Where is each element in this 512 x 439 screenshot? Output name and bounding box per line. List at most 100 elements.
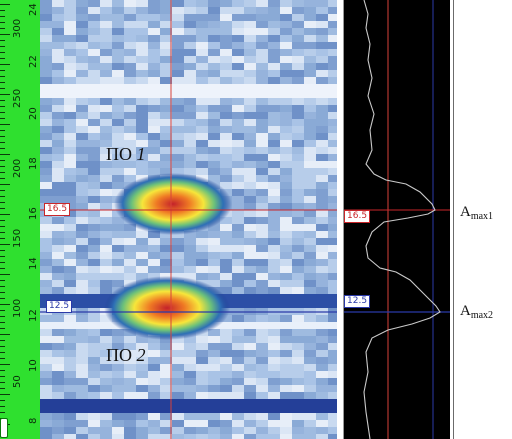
ruler-minor-label: 22	[28, 55, 39, 68]
ruler-tick	[0, 160, 5, 161]
ruler-tick	[0, 40, 5, 41]
scroll-handle-icon[interactable]	[0, 418, 8, 438]
ruler-tick	[0, 382, 5, 383]
ruler-major-label: 50	[12, 375, 23, 388]
ruler-tick	[0, 334, 10, 335]
ruler-minor-label: 20	[28, 107, 39, 120]
ruler-major-label: 200	[12, 158, 23, 178]
ruler-tick	[0, 256, 5, 257]
ruler-tick	[0, 268, 5, 269]
zone1-indication	[114, 173, 232, 235]
ruler-tick	[0, 46, 5, 47]
ruler-tick	[0, 154, 10, 155]
ruler-tick	[0, 16, 5, 17]
ruler-tick	[0, 322, 5, 323]
ruler-tick	[0, 250, 5, 251]
depth-ruler[interactable]: 300 250 200 150 100 50 24 22 20 18 16 14 12 10 8	[0, 0, 40, 439]
ruler-tick	[0, 340, 5, 341]
ruler-tick	[0, 106, 5, 107]
ruler-tick	[0, 358, 5, 359]
zone1-number: 1	[136, 144, 146, 164]
ruler-tick	[0, 64, 10, 65]
level2-label: 12.5	[46, 300, 73, 313]
ruler-tick	[0, 76, 5, 77]
ruler-tick	[0, 292, 5, 293]
ruler-tick	[0, 412, 5, 413]
ruler-tick	[0, 346, 5, 347]
ruler-major-label: 150	[12, 228, 23, 248]
ruler-minor-label: 10	[28, 359, 39, 372]
ruler-tick	[0, 172, 5, 173]
ruler-tick	[0, 310, 5, 311]
ruler-tick	[0, 388, 5, 389]
ruler-tick	[0, 298, 5, 299]
amax1-base: A	[460, 204, 471, 220]
amax2-sub: max2	[470, 310, 494, 321]
ruler-tick	[0, 88, 5, 89]
ruler-minor-label: 8	[28, 417, 39, 424]
panel-separator	[337, 0, 343, 439]
bscan-canvas	[40, 0, 337, 439]
ruler-tick	[0, 352, 5, 353]
amax1-sub: max1	[470, 211, 494, 222]
ruler-tick	[0, 286, 5, 287]
profile-level2-label: 12.5	[344, 295, 371, 308]
ruler-major-label: 100	[12, 298, 23, 318]
ruler-tick	[0, 238, 5, 239]
ruler-tick	[0, 208, 5, 209]
amplitude-trace	[363, 0, 441, 439]
ruler-tick	[0, 262, 5, 263]
ruler-tick	[0, 364, 10, 365]
ruler-tick	[0, 184, 10, 185]
amax2-base: A	[460, 303, 471, 319]
ruler-tick	[0, 34, 10, 35]
amax1-label: Amax1	[460, 204, 493, 222]
ruler-tick	[0, 220, 5, 221]
ruler-tick	[0, 376, 5, 377]
amax2-label: Amax2	[460, 303, 493, 321]
ruler-tick	[0, 100, 5, 101]
zone2-prefix: ПО	[106, 345, 132, 365]
right-frame-line	[453, 0, 454, 439]
ruler-tick	[0, 394, 10, 395]
ruler-tick	[0, 232, 5, 233]
ruler-tick	[0, 124, 10, 125]
ruler-tick	[0, 316, 5, 317]
ruler-tick	[0, 136, 5, 137]
profile-level1-label: 16.5	[344, 210, 371, 223]
ruler-tick	[0, 406, 5, 407]
zone1-prefix: ПО	[106, 144, 132, 164]
ruler-tick	[0, 148, 5, 149]
ruler-major-label: 300	[12, 18, 23, 38]
ruler-tick	[0, 22, 5, 23]
ruler-tick	[0, 142, 5, 143]
ruler-tick	[0, 400, 5, 401]
ruler-tick	[0, 82, 5, 83]
ruler-tick	[0, 190, 5, 191]
ruler-tick	[0, 28, 5, 29]
zone1-label: ПО 1	[106, 144, 146, 165]
ruler-tick	[0, 178, 5, 179]
ruler-tick	[0, 130, 5, 131]
ruler-tick	[0, 244, 10, 245]
zone2-indication	[104, 276, 230, 340]
ruler-tick	[0, 112, 5, 113]
amplitude-profile-panel[interactable]: 16.5 12.5	[343, 0, 450, 439]
ruler-tick	[0, 58, 5, 59]
ruler-tick	[0, 70, 5, 71]
ruler-major-label: 250	[12, 88, 23, 108]
ruler-tick	[0, 10, 5, 11]
ruler-tick	[0, 4, 10, 5]
bscan-view[interactable]: 16.5 12.5 ПО 1 ПО 2	[40, 0, 337, 439]
level1-label: 16.5	[44, 203, 71, 216]
zone2-number: 2	[136, 345, 146, 365]
ruler-tick	[0, 274, 10, 275]
ruler-tick	[0, 166, 5, 167]
zone2-label: ПО 2	[106, 345, 146, 366]
ruler-tick	[0, 52, 5, 53]
ruler-minor-label: 16	[28, 207, 39, 220]
ruler-tick	[0, 370, 5, 371]
ruler-minor-label: 18	[28, 157, 39, 170]
ruler-tick	[0, 304, 10, 305]
ruler-tick	[0, 196, 5, 197]
